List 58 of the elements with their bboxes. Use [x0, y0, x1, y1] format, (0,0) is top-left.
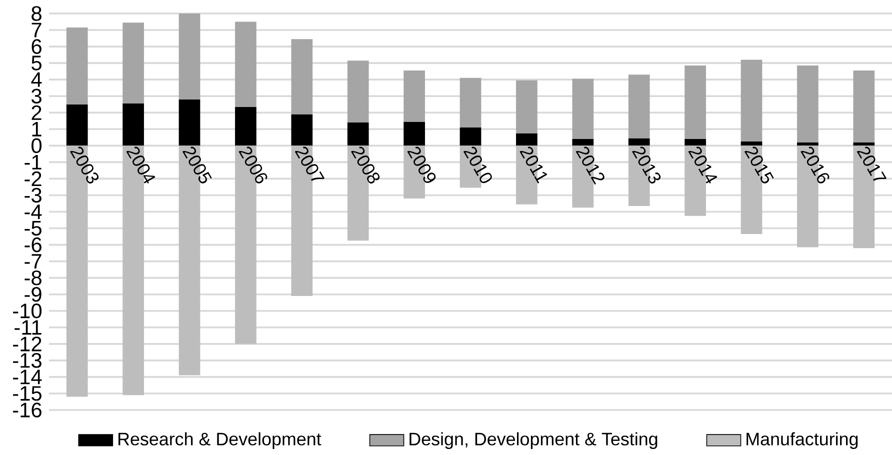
y-tick-label: -8 [24, 270, 42, 286]
bar [572, 139, 594, 146]
bar [797, 142, 818, 146]
y-tick-label: 5 [32, 56, 42, 70]
y-tick-label: -10 [13, 303, 42, 318]
y-tick-label: 2 [32, 105, 42, 120]
y-tick-label: 4 [31, 72, 42, 87]
y-tick-label: 1 [32, 122, 42, 136]
y-tick-label: -7 [24, 254, 42, 269]
bar [628, 138, 650, 146]
bar [516, 80, 538, 134]
y-tick-label: -6 [24, 237, 42, 252]
bar [291, 114, 313, 146]
y-tick-label: 8 [32, 6, 42, 21]
bar [178, 99, 200, 146]
y-tick-label: -13 [13, 353, 42, 368]
y-tick-label: -16 [13, 402, 42, 418]
y-tick-label: -5 [24, 220, 42, 236]
legend-label: Manufacturing [746, 432, 858, 449]
y-tick-label: -3 [24, 188, 42, 203]
y-tick-label: 0 [32, 138, 42, 154]
y-tick-label: 3 [31, 88, 42, 104]
bar [235, 106, 256, 146]
bar [460, 78, 482, 128]
y-tick-label: -12 [13, 336, 42, 352]
bar [684, 139, 706, 146]
bar [404, 122, 425, 146]
bar [853, 70, 875, 142]
bar [797, 66, 818, 142]
legend-label: Research & Development [118, 432, 322, 449]
bar [460, 127, 482, 146]
bar [628, 74, 650, 138]
bar [122, 104, 144, 146]
bar [516, 133, 538, 146]
y-tick-label: -14 [13, 370, 42, 384]
bar [347, 60, 369, 123]
bar [178, 14, 200, 100]
y-tick-label: -11 [14, 320, 42, 335]
bar [291, 39, 313, 114]
y-tick-label: 7 [32, 22, 42, 38]
y-tick-label: -9 [24, 286, 42, 302]
y-tick-label: -4 [24, 204, 42, 219]
y-tick-label: -1 [24, 155, 42, 170]
y-tick-label: 6 [32, 39, 42, 54]
bar [404, 70, 425, 122]
bar [684, 66, 706, 140]
legend-label: Design, Development & Testing [410, 432, 658, 449]
bar [66, 28, 88, 104]
bar [122, 22, 144, 104]
bar [347, 122, 369, 146]
y-tick-label: -2 [24, 171, 42, 186]
bar [740, 142, 762, 146]
bar [572, 78, 594, 140]
bar [235, 22, 256, 107]
bar [853, 142, 875, 146]
bar [66, 104, 88, 146]
bar [740, 60, 762, 142]
y-tick-label: -15 [13, 386, 42, 401]
